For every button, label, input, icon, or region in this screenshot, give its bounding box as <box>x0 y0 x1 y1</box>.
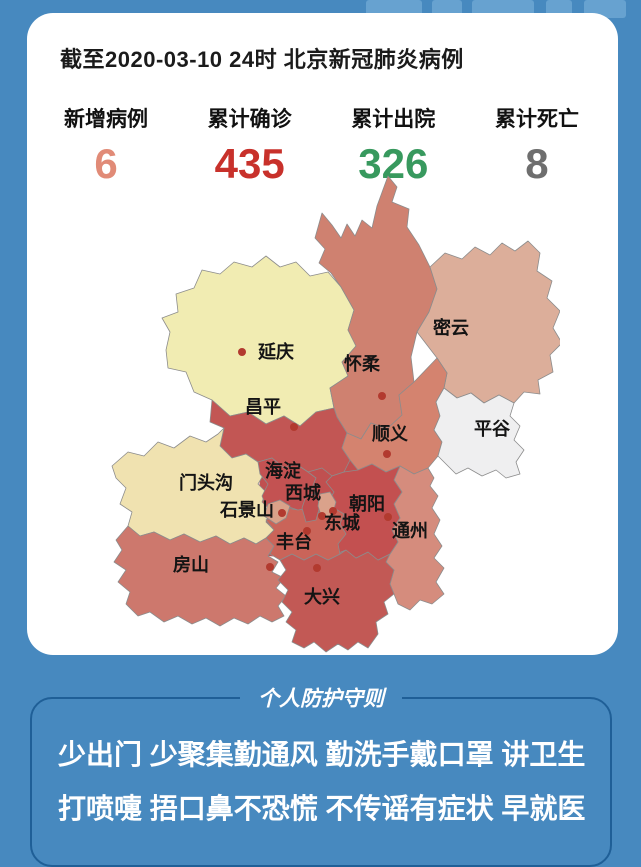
stat-value: 6 <box>94 140 118 187</box>
tip: 戴口罩 讲卫生 <box>409 739 586 770</box>
district-label-fangshan: 房山 <box>173 554 209 575</box>
case-dot-xicheng <box>318 512 326 520</box>
stat-new-cases: 新增病例 6 <box>57 103 155 185</box>
stat-confirmed: 累计确诊 435 <box>201 103 299 185</box>
stats-row: 新增病例 6 累计确诊 435 累计出院 326 累计死亡 8 <box>27 103 618 185</box>
case-dot-huairou <box>378 392 386 400</box>
district-shape-xicheng <box>301 493 321 523</box>
district-label-xicheng: 西城 <box>285 482 321 503</box>
case-dot-yanqing <box>238 348 246 356</box>
protection-tips-row: 少出门 少聚集 勤通风 勤洗手 戴口罩 讲卫生 <box>32 733 610 773</box>
district-label-chaoyang: 朝阳 <box>349 493 385 514</box>
stat-label: 累计确诊 <box>207 108 292 131</box>
protection-panel: 个人防护守则 少出门 少聚集 勤通风 勤洗手 戴口罩 讲卫生 打喷嚏 捂口鼻 不… <box>30 682 612 867</box>
case-dot-fengtai <box>303 527 311 535</box>
district-shape-fangshan <box>113 525 287 627</box>
district-label-yanqing: 延庆 <box>257 341 294 362</box>
stat-value: 435 <box>214 140 285 187</box>
district-label-huairou: 怀柔 <box>344 354 381 374</box>
tip: 打喷嚏 捂口鼻 <box>58 793 234 824</box>
stat-label: 新增病例 <box>64 108 148 131</box>
tip: 有症状 早就医 <box>409 793 586 824</box>
stat-label: 累计死亡 <box>494 108 579 131</box>
district-shape-daxing <box>277 549 395 653</box>
stat-discharged: 累计出院 326 <box>344 103 442 185</box>
stat-deaths: 累计死亡 8 <box>488 103 586 185</box>
tip: 少出门 少聚集 <box>58 739 234 770</box>
protection-tips-row: 打喷嚏 捂口鼻 不恐慌 不传谣 有症状 早就医 <box>32 787 610 827</box>
stat-label: 累计出院 <box>351 108 436 131</box>
district-shape-shijingshan <box>263 499 291 525</box>
district-label-tongzhou: 通州 <box>392 521 428 541</box>
case-dot-shijingshan <box>278 509 286 517</box>
header-decoration <box>472 0 534 16</box>
case-dot-fangshan <box>266 563 274 571</box>
district-shape-pinggu <box>433 387 525 479</box>
case-dot-dongcheng <box>329 507 337 515</box>
report-title: 截至2020-03-10 24时 北京新冠肺炎病例 <box>60 47 464 72</box>
stats-card: 截至2020-03-10 24时 北京新冠肺炎病例 新增病例 6 累计确诊 43… <box>27 13 618 655</box>
district-label-pinggu: 平谷 <box>474 419 511 439</box>
case-dot-daxing <box>313 564 321 572</box>
district-label-fengtai: 丰台 <box>276 531 312 552</box>
district-label-changping: 昌平 <box>245 397 281 417</box>
protection-title: 个人防护守则 <box>240 682 402 713</box>
district-label-shijingshan: 石景山 <box>219 500 274 520</box>
district-label-dongcheng: 东城 <box>324 512 360 533</box>
stat-value: 326 <box>358 140 429 187</box>
stat-value: 8 <box>525 140 549 187</box>
district-label-miyun: 密云 <box>433 317 469 338</box>
district-label-mentougou: 门头沟 <box>179 472 233 493</box>
case-dot-chaoyang <box>384 513 392 521</box>
case-dot-changping <box>290 423 298 431</box>
district-label-shunyi: 顺义 <box>372 423 408 444</box>
tip: 不恐慌 不传谣 <box>233 793 410 824</box>
district-label-haidian: 海淀 <box>265 460 302 481</box>
infographic-page: { "header": { "title": "截至2020-03-10 24时… <box>27 0 626 867</box>
district-label-daxing: 大兴 <box>304 586 340 607</box>
case-dot-shunyi <box>383 450 391 458</box>
tip: 勤通风 勤洗手 <box>233 739 410 770</box>
